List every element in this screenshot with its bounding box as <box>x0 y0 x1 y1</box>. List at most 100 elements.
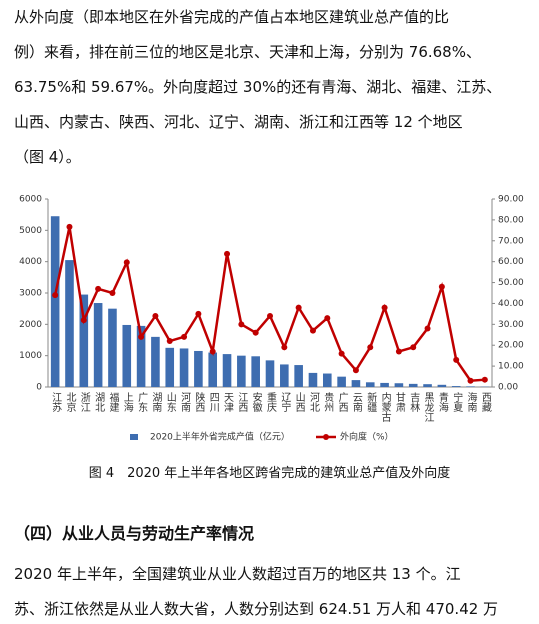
marker <box>267 312 273 319</box>
x-tick-label: 广西 <box>336 392 348 412</box>
x-tick-label: 陕西 <box>193 391 205 412</box>
bar <box>408 383 418 387</box>
bar <box>108 308 117 387</box>
legend-label: 外向度（%） <box>340 431 394 443</box>
y2-tick-label: 30.00 <box>498 320 524 330</box>
x-tick-label: 上海 <box>121 392 133 413</box>
x-tick-label: 安徽 <box>250 391 262 413</box>
legend-label: 2020上半年外省完成产值（亿元） <box>150 431 290 443</box>
x-tick-label: 黑龙江 <box>422 392 434 422</box>
bar <box>165 347 175 387</box>
chart: 0 1000 2000 3000 4000 5000 6000 0.00 10.00 20.00 3… <box>19 195 524 443</box>
marker <box>52 292 59 299</box>
marker <box>352 367 359 374</box>
y2-tick-label: 60.00 <box>498 257 524 267</box>
caption: 图 4 2020 年上半年各地区跨省完成的建筑业总产值及外向度 <box>88 466 451 481</box>
bar <box>122 324 132 387</box>
bar <box>423 384 432 387</box>
marker <box>367 344 374 351</box>
marker <box>80 317 87 324</box>
bar <box>380 382 389 387</box>
bar <box>294 365 303 387</box>
marker <box>181 333 188 340</box>
marker <box>338 350 345 357</box>
bar <box>466 386 475 387</box>
x-tick-label: 西藏 <box>479 392 491 413</box>
y2-tick-label: 70.00 <box>498 236 524 246</box>
x-tick-label: 海南 <box>465 391 477 412</box>
x-tick-label: 湖北 <box>93 392 105 412</box>
bar <box>194 350 203 387</box>
heading: （四）从业人员与劳动生产率情况 <box>14 524 255 543</box>
x-tick-label: 湖南 <box>150 392 162 412</box>
y-tick-label: 5000 <box>19 226 42 236</box>
bar <box>222 354 232 387</box>
x-tick-label: 云南 <box>350 392 362 412</box>
marker <box>309 327 316 334</box>
x-tick-label: 天津 <box>222 392 234 413</box>
marker <box>209 348 216 355</box>
bar <box>365 382 375 387</box>
marker <box>123 259 130 266</box>
text-line: 山西、内蒙古、陕西、河北、辽宁、湖南、浙江和江西等 12 个地区 <box>14 113 463 131</box>
legend-swatch <box>323 434 329 440</box>
bar <box>451 386 461 387</box>
marker <box>481 376 488 383</box>
x-tick-label: 江苏 <box>50 392 62 413</box>
marker <box>467 377 474 384</box>
text-line: 63.75%和 59.67%。外向度超过 30%的还有青海、湖北、福建、江苏、 <box>14 78 502 96</box>
marker <box>410 344 417 351</box>
y2-tick-label: 80.00 <box>498 215 524 225</box>
x-tick-label: 山西 <box>293 392 305 412</box>
marker <box>252 329 259 336</box>
bar <box>237 355 246 387</box>
y-tick-label: 1000 <box>19 351 42 361</box>
legend-swatch <box>130 434 138 440</box>
bar <box>151 336 160 387</box>
bar <box>394 383 404 387</box>
x-tick-label: 宁夏 <box>451 391 463 412</box>
y2-tick-label: 50.00 <box>498 278 524 288</box>
marker <box>152 312 159 319</box>
x-tick-label: 四川 <box>207 392 219 412</box>
x-tick-label: 山东 <box>164 392 176 412</box>
x-tick-label: 江西 <box>236 392 248 412</box>
x-tick-label: 广东 <box>136 392 148 412</box>
bar <box>179 348 189 387</box>
x-tick-label: 浙江 <box>78 392 90 412</box>
y-tick-label: 0 <box>36 383 42 393</box>
bar <box>265 360 275 387</box>
bar <box>79 294 89 387</box>
y-tick-label: 4000 <box>19 257 42 267</box>
marker <box>395 348 402 355</box>
marker <box>224 250 231 257</box>
x-tick-label: 北京 <box>64 392 76 413</box>
y-tick-label: 2000 <box>19 320 42 330</box>
marker <box>281 344 288 351</box>
marker <box>438 283 445 290</box>
x-tick-label: 辽宁 <box>279 392 291 412</box>
text-line: 例）来看，排在前三位的地区是北京、天津和上海，分别为 76.68%、 <box>14 43 481 61</box>
x-tick-label: 重庆 <box>265 391 277 413</box>
marker <box>95 285 102 292</box>
x-tick-label: 贵州 <box>322 391 334 412</box>
bar <box>437 384 447 387</box>
bar <box>308 372 318 387</box>
bar <box>251 356 260 387</box>
y2-tick-label: 10.00 <box>498 362 524 372</box>
bar <box>136 325 146 387</box>
text-line: 从外向度（即本地区在外省完成的产值占本地区建筑业总产值的比 <box>14 8 450 26</box>
y2-tick-label: 20.00 <box>498 341 524 351</box>
bar <box>50 216 60 387</box>
text-line: 2020 年上半年，全国建筑业从业人数超过百万的地区共 13 个。江 <box>14 565 461 583</box>
x-tick-label: 甘肃 <box>393 391 405 413</box>
x-tick-label: 福建 <box>107 391 119 412</box>
text-line: （图 4）。 <box>14 148 81 166</box>
y2-tick-label: 90.00 <box>498 195 524 205</box>
text-line: 苏、浙江依然是从业人数大省，人数分别达到 624.51 万人和 470.42 万 <box>14 600 499 618</box>
y2-tick-label: 0.00 <box>498 383 518 393</box>
marker <box>195 310 202 317</box>
marker <box>138 333 145 340</box>
x-tick-label: 内蒙古 <box>379 391 391 423</box>
